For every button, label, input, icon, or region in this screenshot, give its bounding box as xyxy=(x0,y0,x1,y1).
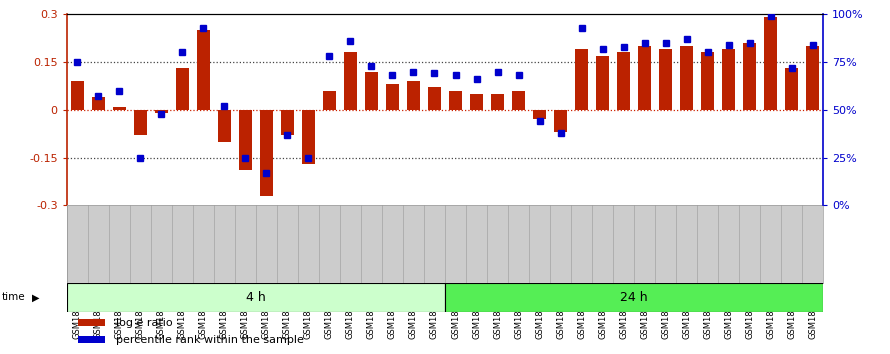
Text: percentile rank within the sample: percentile rank within the sample xyxy=(116,335,303,344)
Bar xyxy=(449,91,462,110)
Bar xyxy=(71,81,84,110)
Bar xyxy=(428,87,441,110)
Text: 24 h: 24 h xyxy=(620,291,648,304)
Bar xyxy=(239,110,252,170)
Bar xyxy=(445,283,823,312)
Bar xyxy=(218,110,231,142)
Bar xyxy=(680,46,693,110)
Bar xyxy=(408,81,420,110)
Bar xyxy=(302,110,315,164)
Bar xyxy=(92,97,105,110)
Bar xyxy=(78,336,105,343)
Text: time: time xyxy=(2,292,26,302)
Bar xyxy=(155,110,167,113)
Text: log e ratio: log e ratio xyxy=(116,318,173,327)
Bar xyxy=(701,52,714,110)
Bar xyxy=(470,94,483,110)
Bar xyxy=(743,43,756,110)
Text: ▶: ▶ xyxy=(32,292,39,302)
Bar xyxy=(618,52,630,110)
Bar xyxy=(806,46,819,110)
Bar xyxy=(281,110,294,135)
Text: 4 h: 4 h xyxy=(246,291,266,304)
Bar xyxy=(765,17,777,110)
Bar xyxy=(723,49,735,110)
Bar xyxy=(596,56,609,110)
Bar xyxy=(67,283,445,312)
Bar xyxy=(176,68,189,110)
Bar xyxy=(386,84,399,110)
Bar xyxy=(197,30,210,110)
Bar xyxy=(575,49,588,110)
Bar xyxy=(533,110,546,119)
Bar xyxy=(323,91,336,110)
Bar xyxy=(491,94,504,110)
Bar xyxy=(638,46,651,110)
Bar xyxy=(113,107,125,110)
Bar xyxy=(365,72,377,110)
Bar xyxy=(786,68,798,110)
Bar xyxy=(344,52,357,110)
Bar xyxy=(78,319,105,326)
Bar xyxy=(134,110,147,135)
Bar xyxy=(554,110,567,132)
Bar xyxy=(659,49,672,110)
Bar xyxy=(260,110,272,196)
Bar xyxy=(513,91,525,110)
